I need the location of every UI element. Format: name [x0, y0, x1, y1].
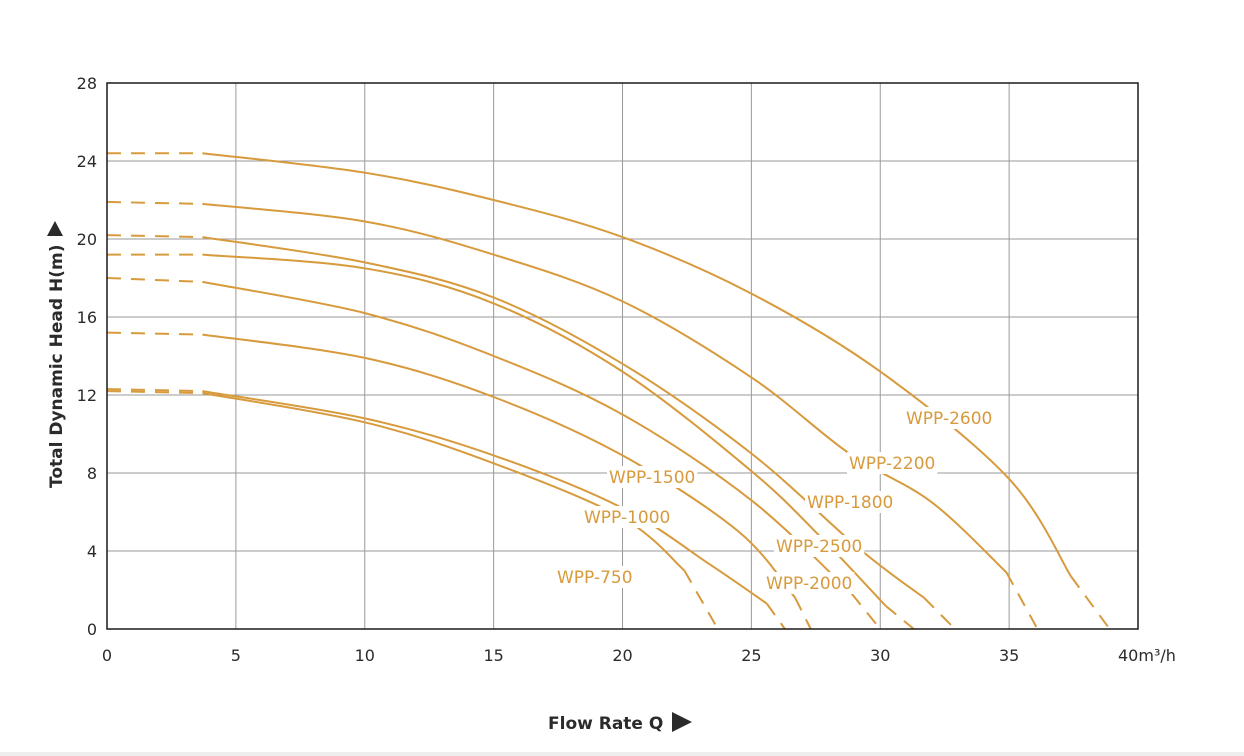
series-label-bg [582, 506, 673, 528]
x-axis-unit: m³/h [1138, 646, 1176, 665]
curve-end-dashed [851, 593, 882, 630]
x-tick-label: 30 [870, 646, 890, 665]
series-labels: WPP-2600 WPP-2200 WPP-1800 WPP-2500 WPP-2000… [555, 407, 995, 594]
series-label-bg [774, 535, 865, 557]
y-tick-label: 8 [87, 464, 97, 483]
curve-end-dashed [794, 597, 812, 630]
curve-wpp-750 [202, 392, 686, 572]
curve-end-dashed [884, 604, 915, 630]
series-label-wpp-2600: WPP-2600 [906, 409, 992, 429]
y-tick-label: 28 [77, 74, 97, 93]
y-tick-label: 12 [77, 386, 97, 405]
series-label-wpp-2200: WPP-2200 [849, 454, 935, 474]
x-tick-label: 15 [483, 646, 503, 665]
curve-end-dashed [765, 603, 786, 630]
bottom-divider [0, 752, 1244, 756]
performance-curves [106, 152, 1111, 630]
series-label-bg [607, 466, 698, 488]
y-tick-label: 0 [87, 620, 97, 639]
x-axis-arrow-icon [672, 712, 692, 732]
x-tick-label: 35 [999, 646, 1019, 665]
series-label-wpp-1800: WPP-1800 [807, 493, 893, 513]
series-label-wpp-2500: WPP-2500 [776, 537, 862, 557]
y-axis-title: Total Dynamic Head H(m) [47, 245, 67, 488]
curve-end-dashed [1005, 572, 1039, 630]
series-label-bg [805, 491, 896, 513]
curve-wpp-2000 [202, 280, 853, 595]
series-label-wpp-750: WPP-750 [557, 568, 633, 588]
x-tick-label: 40m³/h [1118, 646, 1176, 665]
tick-labels: 0 5 10 15 20 25 30 35 40m³/h 0 4 8 12 16 20 24 28 [77, 74, 1176, 665]
x-axis-title: Flow Rate Q [548, 714, 663, 734]
grid-lines [107, 83, 1138, 629]
x-tick-label: 0 [102, 646, 112, 665]
plot-frame [106, 82, 1139, 630]
curve-start-dashed [106, 200, 203, 205]
series-label-bg [555, 566, 635, 588]
curve-end-dashed [683, 570, 719, 630]
curve-end-dashed [1070, 575, 1111, 630]
curve-start-dashed [106, 331, 203, 336]
series-label-bg [847, 452, 938, 474]
y-axis-arrow-icon [47, 221, 63, 236]
curve-wpp-1500 [202, 333, 796, 599]
curve-start-dashed [106, 388, 203, 393]
curve-wpp-2500 [202, 253, 887, 607]
series-label-wpp-2000: WPP-2000 [766, 574, 852, 594]
curve-end-dashed [923, 597, 956, 630]
y-tick-label: 4 [87, 542, 97, 561]
curve-start-dashed [106, 234, 203, 239]
curve-start-dashed [106, 390, 203, 395]
y-tick-label: 20 [77, 230, 97, 249]
x-tick-label: 20 [612, 646, 632, 665]
y-tick-label: 24 [77, 152, 97, 171]
curve-wpp-1000 [202, 390, 768, 605]
series-label-bg [904, 407, 995, 429]
x-tick-label: 5 [231, 646, 241, 665]
series-label-wpp-1000: WPP-1000 [584, 508, 670, 528]
curve-wpp-2600 [202, 152, 1072, 577]
series-label-bg [764, 572, 855, 594]
x-tick-label: 25 [741, 646, 761, 665]
series-label-wpp-1500: WPP-1500 [609, 468, 695, 488]
x-tick-label: 10 [355, 646, 375, 665]
curve-wpp-2200 [202, 202, 1008, 574]
curve-start-dashed [106, 277, 203, 283]
y-tick-label: 16 [77, 308, 97, 327]
